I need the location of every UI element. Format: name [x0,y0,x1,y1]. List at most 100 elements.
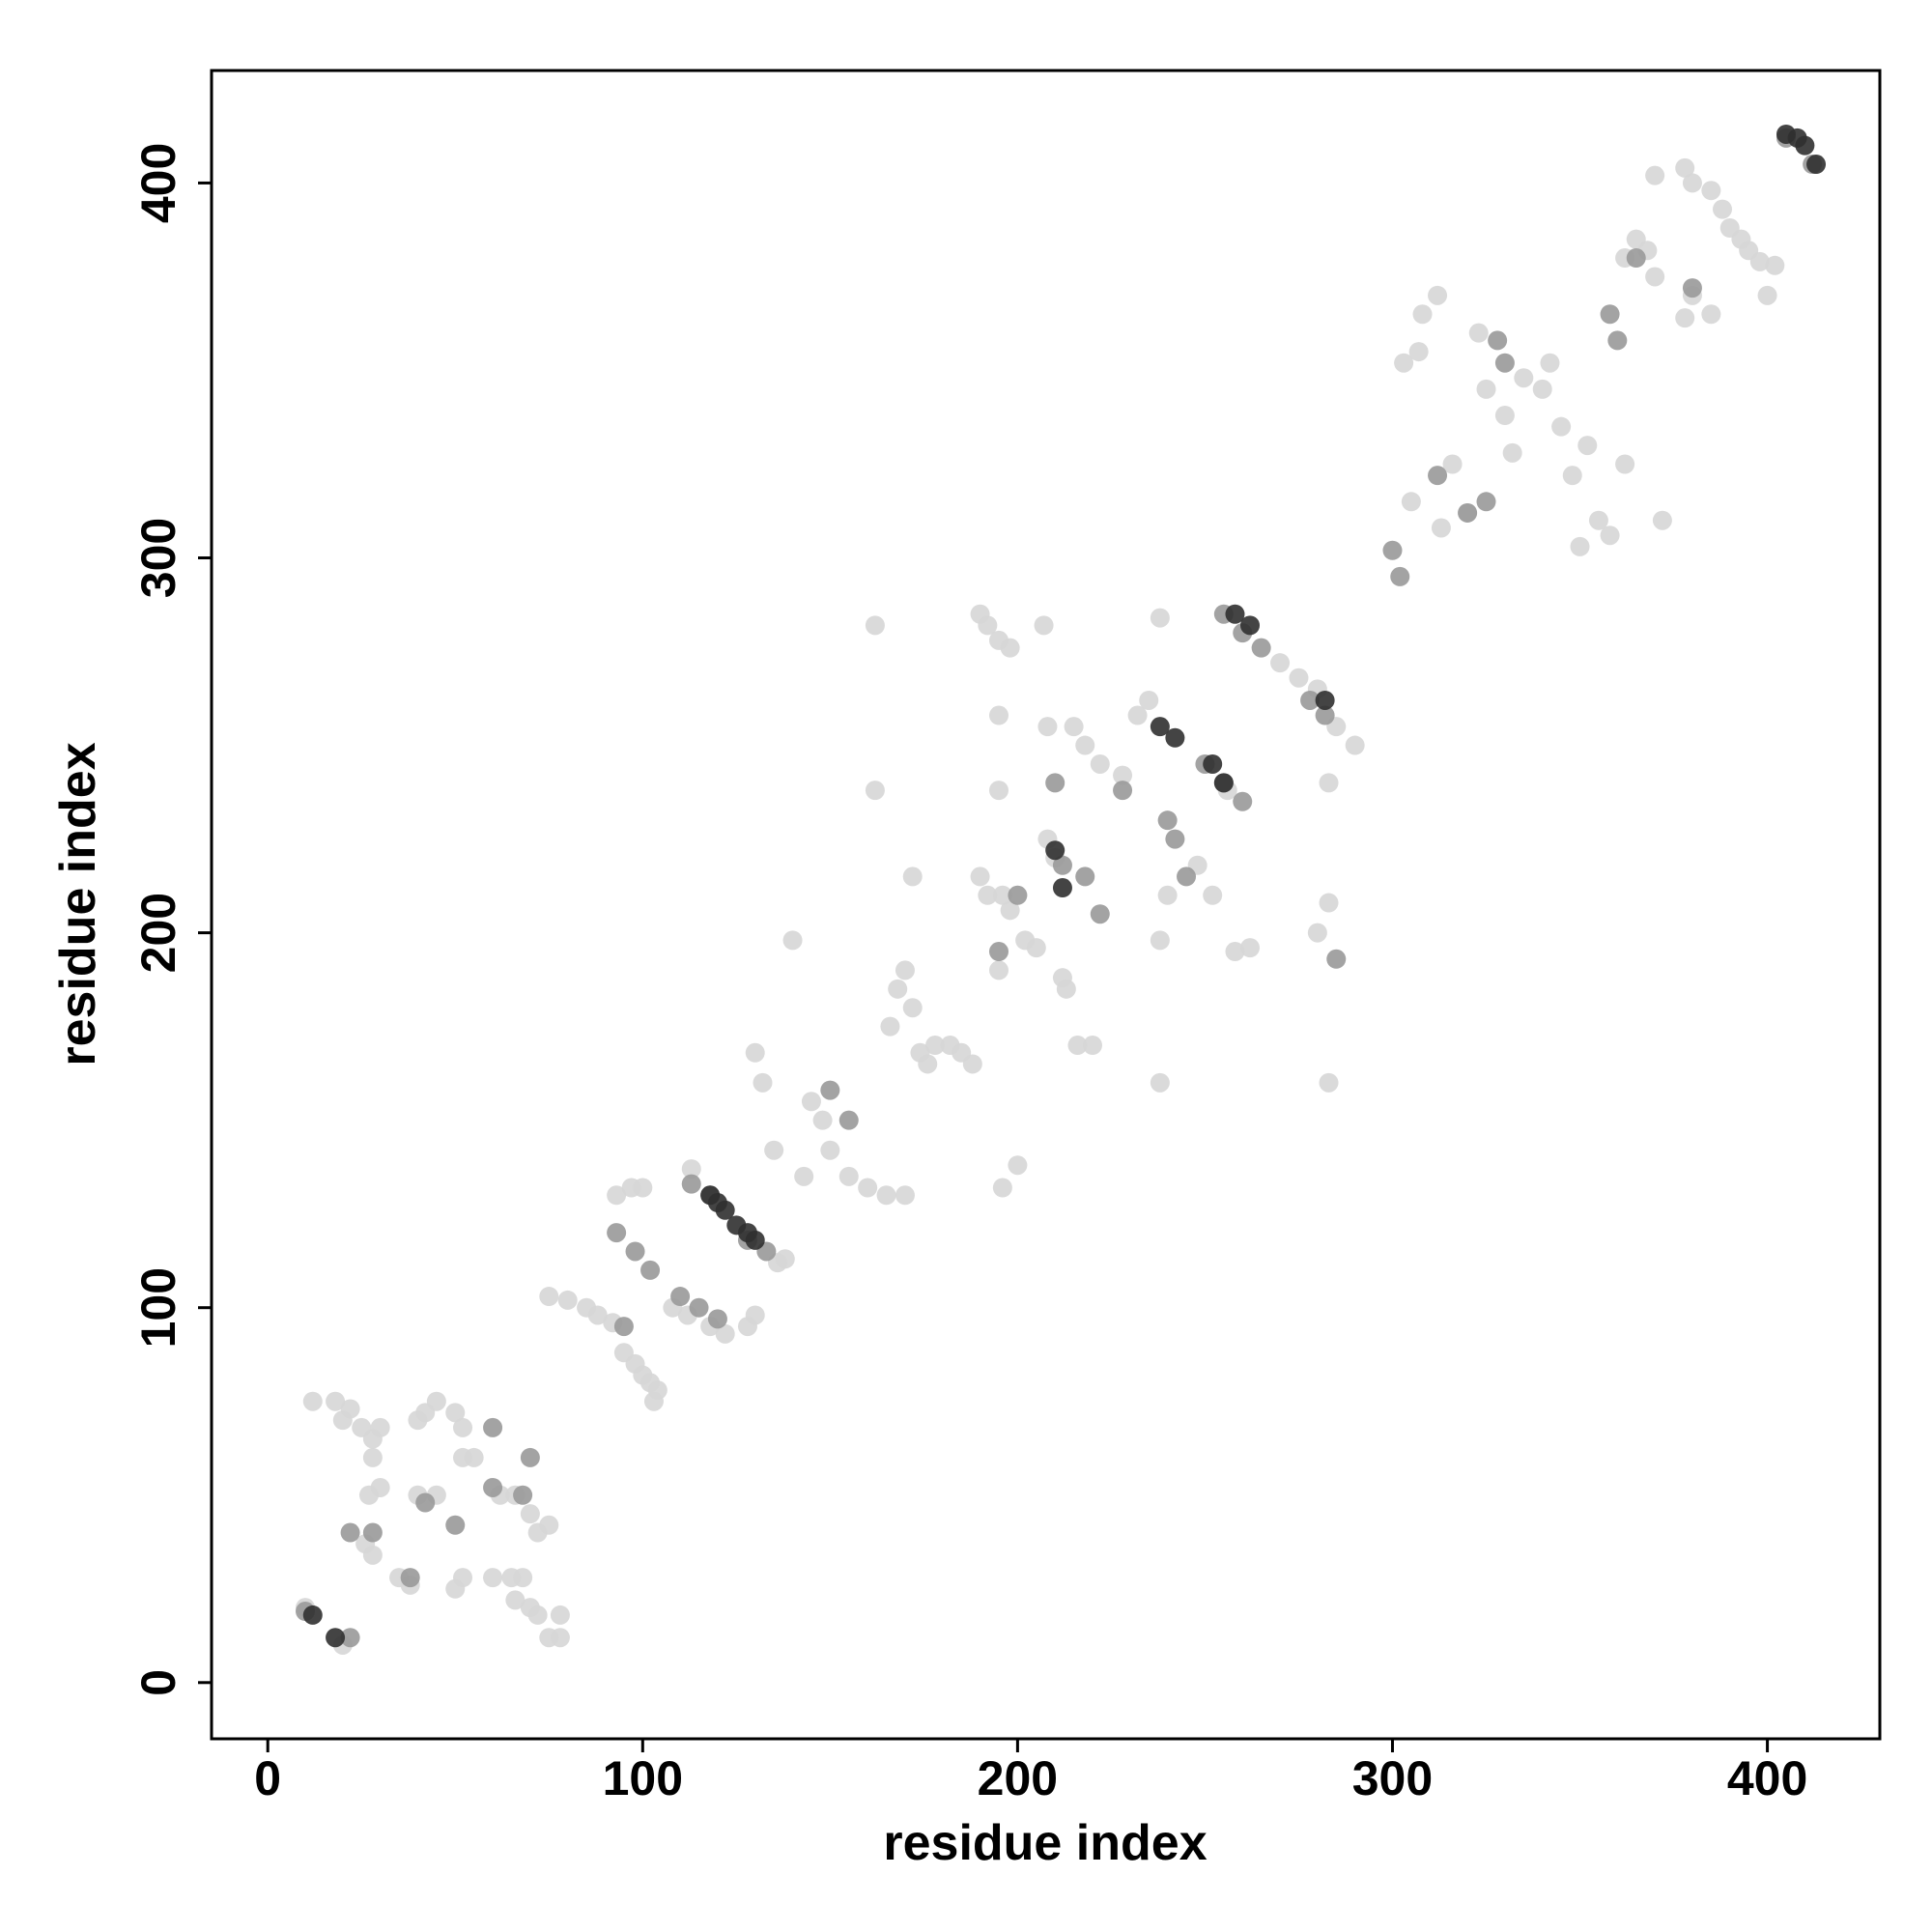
point [895,1185,915,1206]
point [1075,867,1095,887]
point [745,1305,765,1325]
point [681,1159,701,1179]
point [1127,705,1148,725]
point [681,1174,701,1194]
point [587,1305,608,1325]
point [1056,979,1076,999]
point [513,1568,533,1588]
x-tick-label: 0 [254,1751,281,1805]
point [362,1447,383,1467]
x-tick-label: 300 [1352,1751,1433,1805]
point [978,615,998,636]
y-tick-label: 100 [131,1267,185,1348]
point [1150,1072,1170,1093]
point [633,1178,653,1198]
point [1458,502,1478,523]
point [607,1223,627,1243]
point [539,1287,559,1307]
point [707,1309,727,1329]
point [1476,379,1496,399]
point [1390,566,1410,586]
point [1468,323,1489,343]
point [858,1178,878,1198]
point [1225,604,1245,624]
point [1319,1072,1339,1093]
point [550,1605,570,1625]
point [362,1522,383,1543]
point [745,1042,765,1063]
point [1600,304,1620,325]
point [782,930,803,951]
point [1701,181,1721,201]
point [1000,638,1020,658]
point [962,1054,982,1074]
point [865,615,885,636]
point [1139,690,1159,710]
point [764,1140,784,1160]
point [415,1492,436,1513]
point [1150,717,1170,737]
x-axis-label: residue index [883,1815,1207,1871]
point [1701,304,1721,325]
point [1319,773,1339,793]
point [1494,353,1515,373]
point [607,1185,627,1206]
point [1626,248,1646,269]
point [1408,342,1429,362]
point [992,1178,1012,1198]
point [670,1287,691,1307]
point [1090,904,1110,924]
point [483,1568,503,1588]
point [1765,255,1785,275]
point [340,1628,360,1648]
point [1607,330,1628,351]
y-tick-label: 200 [131,893,185,973]
point [1233,791,1253,811]
point [1000,900,1020,921]
point [557,1290,578,1310]
point [1428,466,1448,486]
point [1225,942,1245,962]
point [1052,878,1072,898]
point [1052,855,1072,875]
point [876,1185,896,1206]
point [550,1628,570,1648]
point [1113,765,1133,785]
y-tick-label: 300 [131,518,185,598]
point [1150,930,1170,951]
point [1345,735,1365,755]
point [1289,668,1309,688]
point [1382,540,1403,560]
point [1675,308,1695,328]
point [1431,518,1451,538]
point [1532,379,1552,399]
point [520,1504,540,1524]
point [340,1399,360,1419]
point [978,885,998,905]
point [1240,615,1261,636]
point [1551,416,1572,437]
point [1090,753,1110,774]
point [1113,781,1133,801]
plot-frame [210,69,1882,1741]
point [1045,773,1065,793]
point [992,885,1012,905]
point [1749,251,1770,271]
point [453,1417,473,1437]
point [625,1241,645,1262]
point [539,1515,559,1535]
point [715,1323,735,1344]
point [445,1515,466,1535]
point [1157,885,1178,905]
point [1562,466,1582,486]
point [464,1447,484,1467]
point [1037,717,1058,737]
point [302,1391,323,1411]
point [1682,278,1702,298]
point [745,1230,765,1250]
point [483,1477,503,1497]
point [753,1072,773,1093]
point [820,1080,840,1100]
